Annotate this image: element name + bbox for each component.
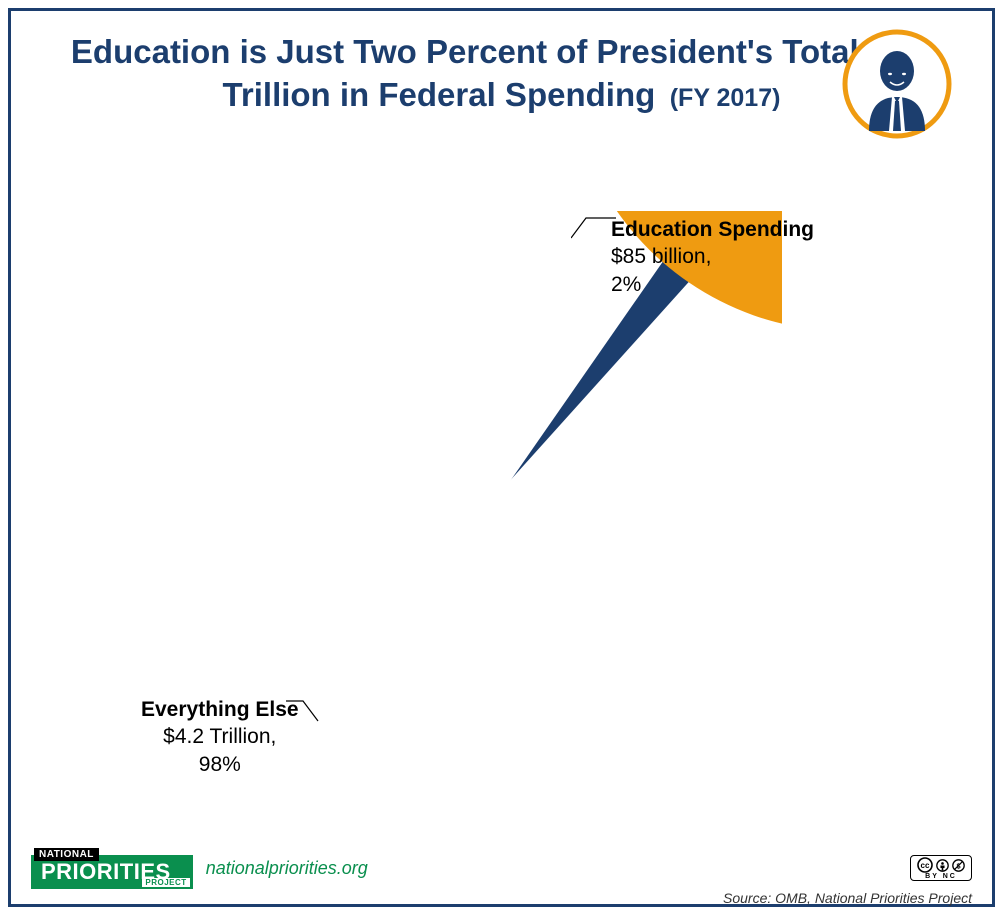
label-else-name: Everything Else	[141, 696, 299, 723]
logo-top-text: NATIONAL	[34, 848, 99, 861]
label-education: Education Spending $85 billion, 2%	[611, 216, 814, 298]
chart-subtitle: (FY 2017)	[670, 84, 781, 112]
svg-text:cc: cc	[921, 861, 930, 870]
label-education-value: $85 billion,	[611, 243, 814, 270]
label-else-percent: 98%	[141, 751, 299, 778]
footer-left: NATIONAL PRIORITIES PROJECT nationalprio…	[31, 851, 368, 885]
chart-title: Education is Just Two Percent of Preside…	[71, 33, 932, 113]
footer-right: cc $ BY NC	[910, 855, 972, 881]
npp-logo-icon: NATIONAL PRIORITIES PROJECT	[31, 851, 193, 885]
label-everything-else: Everything Else $4.2 Trillion, 98%	[141, 696, 299, 778]
president-portrait-icon	[842, 29, 952, 139]
label-else-value: $4.2 Trillion,	[141, 723, 299, 750]
source-citation: Source: OMB, National Priorities Project	[723, 890, 972, 906]
cc-license-icon: cc $ BY NC	[910, 855, 972, 881]
footer: NATIONAL PRIORITIES PROJECT nationalprio…	[31, 850, 972, 886]
label-education-percent: 2%	[611, 271, 814, 298]
site-url: nationalpriorities.org	[206, 858, 368, 879]
chart-frame: Education is Just Two Percent of Preside…	[8, 8, 995, 907]
logo-bottom-text: PROJECT	[142, 878, 189, 887]
cc-text: BY NC	[925, 873, 957, 880]
label-education-name: Education Spending	[611, 216, 814, 243]
